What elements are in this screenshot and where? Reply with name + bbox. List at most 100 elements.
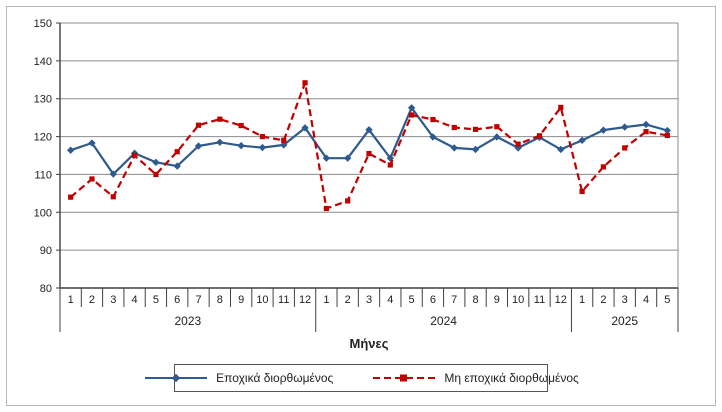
- series-0-marker: [642, 120, 650, 129]
- series-0-marker: [216, 138, 224, 146]
- series-1-marker: [451, 124, 457, 131]
- series-0-marker: [301, 124, 309, 132]
- month-tick-label: 1: [68, 294, 74, 306]
- series-0-marker: [152, 158, 160, 166]
- series-1-marker: [600, 164, 607, 170]
- month-tick-label: 1: [323, 294, 329, 306]
- series-1-marker: [281, 137, 287, 143]
- series-1-marker: [174, 149, 180, 155]
- month-tick-label: 10: [256, 294, 268, 306]
- month-tick-label: 9: [238, 294, 244, 306]
- series-1-marker: [68, 194, 74, 200]
- series-1-marker: [89, 176, 95, 182]
- series-1-marker: [238, 122, 244, 129]
- month-tick-label: 6: [430, 294, 436, 306]
- series-0-marker: [663, 126, 672, 135]
- series-0-marker: [621, 123, 629, 131]
- month-tick-label: 12: [299, 294, 311, 306]
- series-0-marker: [429, 133, 437, 141]
- series-0-marker: [493, 133, 501, 141]
- month-tick-label: 3: [366, 294, 372, 306]
- year-label: 2024: [430, 314, 457, 328]
- month-tick-label: 4: [387, 294, 393, 306]
- month-tick-label: 12: [555, 294, 567, 306]
- legend-item-non-seasonally-adjusted: Μη εποχικά διορθωμένος: [371, 371, 579, 385]
- series-line-1: [69, 81, 668, 210]
- series-0-marker: [599, 126, 608, 134]
- month-tick-label: 1: [579, 294, 585, 306]
- series-1-marker: [622, 145, 628, 151]
- series-1-marker: [558, 104, 564, 111]
- month-tick-label: 7: [451, 294, 457, 306]
- month-tick-label: 5: [409, 294, 415, 306]
- series-1-marker: [110, 194, 116, 200]
- series-0-marker: [237, 141, 245, 150]
- series-1-marker: [217, 116, 223, 122]
- legend-line-sample-dashed: [373, 374, 436, 382]
- month-tick-label: 11: [278, 294, 289, 306]
- y-tick-label: 130: [34, 94, 52, 106]
- year-label: 2025: [611, 314, 638, 328]
- month-tick-label: 8: [217, 294, 223, 306]
- series-1-marker: [302, 80, 308, 86]
- y-tick-label: 150: [34, 18, 52, 30]
- month-tick-label: 2: [89, 294, 95, 306]
- y-tick-label: 140: [34, 56, 52, 68]
- chart-legend: Εποχικά διορθωμένος Μη εποχικά διορθωμέν…: [145, 364, 579, 392]
- series-0-marker: [109, 170, 117, 178]
- month-tick-label: 10: [512, 294, 524, 306]
- series-0-marker: [88, 139, 96, 147]
- series-line-0: [70, 106, 668, 176]
- month-tick-label: 9: [494, 294, 500, 306]
- month-tick-label: 3: [622, 294, 628, 306]
- series-1-marker: [664, 132, 670, 139]
- series-0-marker: [365, 126, 373, 134]
- series-0-marker: [194, 142, 203, 150]
- legend-line-sample-solid: [145, 373, 208, 383]
- series-1-marker: [366, 151, 372, 157]
- legend-row: Εποχικά διορθωμένος Μη εποχικά διορθωμέν…: [7, 364, 715, 392]
- x-axis-title: Μήνες: [350, 336, 389, 351]
- series-0-marker: [557, 145, 565, 154]
- series-1-marker: [536, 133, 543, 139]
- month-tick-label: 4: [643, 294, 649, 306]
- legend-label-seasonally-adjusted: Εποχικά διορθωμένος: [216, 371, 334, 385]
- series-0-marker: [258, 143, 267, 152]
- series-1-marker: [430, 116, 436, 123]
- series-1-marker: [409, 112, 415, 118]
- year-label: 2023: [175, 314, 202, 328]
- month-tick-label: 8: [472, 294, 478, 306]
- series-1-marker: [515, 141, 521, 147]
- series-0-marker: [471, 145, 480, 154]
- series-1-marker: [195, 122, 202, 128]
- series-1-marker: [579, 188, 585, 195]
- month-tick-label: 6: [174, 294, 180, 306]
- y-tick-label: 110: [34, 169, 52, 181]
- series-1-marker: [494, 124, 500, 130]
- series-1-marker: [153, 171, 159, 178]
- series-1-marker: [643, 129, 649, 135]
- month-tick-label: 3: [110, 294, 116, 306]
- legend-item-seasonally-adjusted: Εποχικά διορθωμένος: [143, 371, 333, 385]
- series-1-marker: [472, 126, 479, 132]
- series-0-marker: [66, 146, 75, 154]
- month-tick-label: 4: [132, 294, 138, 306]
- series-0-marker: [407, 104, 416, 112]
- series-1-marker: [323, 205, 329, 212]
- y-tick-label: 90: [40, 245, 52, 257]
- month-tick-label: 2: [600, 294, 606, 306]
- month-tick-label: 5: [153, 294, 159, 306]
- y-tick-label: 100: [34, 207, 52, 219]
- month-tick-label: 11: [534, 294, 545, 306]
- chart-figure: 80 90 100 110 120 130 140 150 1 2 3 4 5 6 7 8 9 10 11 12 202…: [6, 6, 716, 406]
- series-1-marker: [387, 162, 393, 168]
- series-0-marker: [450, 144, 458, 152]
- series-1-marker: [131, 152, 138, 159]
- series-0-marker: [578, 136, 586, 145]
- month-tick-label: 5: [664, 294, 670, 306]
- y-tick-label: 80: [40, 283, 52, 295]
- legend-label-non-seasonally-adjusted: Μη εποχικά διορθωμένος: [444, 371, 579, 385]
- series-1-marker: [259, 133, 266, 140]
- month-tick-label: 2: [345, 294, 351, 306]
